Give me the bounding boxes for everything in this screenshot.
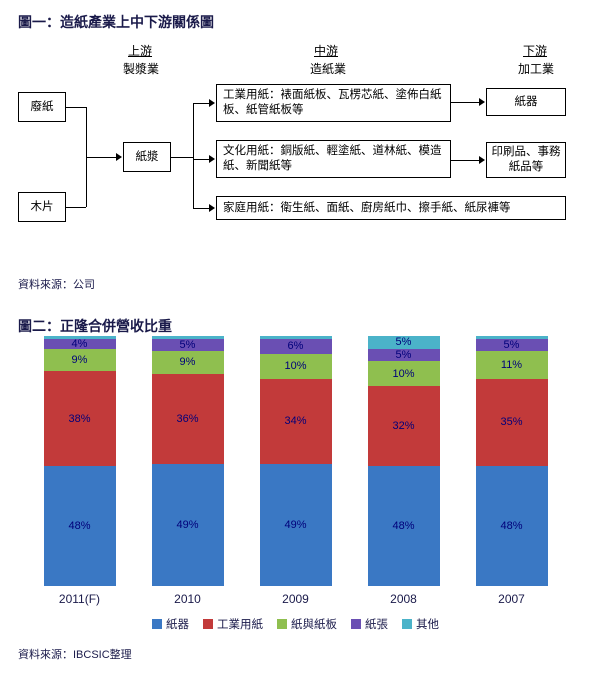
col-up-sub: 製漿業	[123, 60, 159, 77]
legend-item: 其他	[402, 616, 439, 632]
bar-segment: 6%	[260, 339, 332, 354]
legend-item: 紙張	[351, 616, 388, 632]
bar: 48% 32% 10% 5%5%	[368, 336, 440, 586]
bar-segment: 34%	[260, 379, 332, 464]
bar-segment	[260, 336, 332, 339]
bar-segment-label: 5%	[396, 336, 412, 348]
fig2-legend: 紙器 工業用紙 紙與紙板 紙張 其他	[18, 616, 573, 632]
bar-segment: 48%	[44, 466, 116, 586]
bar-segment: 9%	[44, 349, 116, 372]
bar-column: 48% 35% 11% 5% 2007	[472, 336, 552, 606]
bar: 49% 34% 10% 6%	[260, 336, 332, 586]
legend-label: 紙張	[365, 616, 388, 632]
legend-item: 紙與紙板	[277, 616, 337, 632]
bar-segment: 5%	[368, 349, 440, 362]
bar-segment: 36%	[152, 374, 224, 464]
bar-segment: 48%	[476, 466, 548, 586]
legend-swatch	[203, 619, 213, 629]
legend-item: 工業用紙	[203, 616, 263, 632]
bar-column: 48% 38% 9% 4% 2011(F)	[40, 336, 120, 606]
bar-segment-label: 34%	[284, 415, 306, 427]
bar-segment-label: 9%	[72, 354, 88, 366]
fig2-title: 圖二：正隆合併營收比重	[18, 316, 575, 336]
node-industrial: 工業用紙：裱面紙板、瓦楞芯紙、塗佈白紙板、紙管紙板等	[216, 84, 451, 122]
x-axis-label: 2009	[282, 592, 309, 606]
bar-segment: 49%	[260, 464, 332, 587]
bar-segment-label: 5%	[396, 349, 412, 361]
bar-segment: 49%	[152, 464, 224, 587]
node-wood: 木片	[18, 192, 66, 222]
fig2-source: 資料來源：IBCSIC整理	[18, 646, 575, 662]
node-print: 印刷品、事務紙品等	[486, 142, 566, 178]
bar-segment-label: 10%	[392, 368, 414, 380]
bar-segment-label: 11%	[501, 359, 522, 371]
node-container: 紙器	[486, 88, 566, 116]
bar-segment-label: 48%	[500, 520, 522, 532]
bar-column: 49% 36% 9% 5% 2010	[148, 336, 228, 606]
legend-label: 其他	[416, 616, 439, 632]
col-down-sub: 加工業	[518, 60, 554, 77]
node-home: 家庭用紙：衛生紙、面紙、廚房紙巾、擦手紙、紙尿褲等	[216, 196, 566, 220]
x-axis-label: 2010	[174, 592, 201, 606]
legend-item: 紙器	[152, 616, 189, 632]
fig1-title: 圖一：造紙產業上中下游關係圖	[18, 12, 575, 32]
bar: 49% 36% 9% 5%	[152, 336, 224, 586]
node-pulp: 紙漿	[123, 142, 171, 172]
col-down-head: 下游	[523, 42, 547, 59]
x-axis-label: 2007	[498, 592, 525, 606]
x-axis-label: 2011(F)	[59, 592, 100, 606]
bar-segment-label: 36%	[176, 413, 198, 425]
bar-segment-label: 9%	[180, 356, 196, 368]
legend-label: 紙與紙板	[291, 616, 337, 632]
bar-segment-label: 5%	[180, 339, 196, 351]
bar-segment-label: 6%	[288, 340, 304, 352]
bar-segment: 5%	[152, 339, 224, 352]
col-mid-head: 中游	[314, 42, 338, 59]
legend-label: 紙器	[166, 616, 189, 632]
x-axis-label: 2008	[390, 592, 417, 606]
bar-segment-label: 4%	[72, 338, 88, 350]
bar-segment-label: 38%	[68, 413, 90, 425]
legend-swatch	[351, 619, 361, 629]
col-up-head: 上游	[128, 42, 152, 59]
legend-swatch	[277, 619, 287, 629]
legend-swatch	[402, 619, 412, 629]
bar-segment-label: 49%	[284, 519, 306, 531]
bar-segment: 5%	[476, 339, 548, 352]
bar: 48% 35% 11% 5%	[476, 336, 548, 586]
bar-segment-label: 48%	[68, 520, 90, 532]
bar-segment-label: 10%	[284, 360, 306, 372]
bar-segment: 32%	[368, 386, 440, 466]
bar-segment: 38%	[44, 371, 116, 466]
bar-segment: 11%	[476, 351, 548, 379]
fig2-chart: 48%38%9%4%2011(F)49%36%9%5%201049%34%10%…	[18, 346, 573, 632]
bar-segment: 35%	[476, 379, 548, 467]
col-mid-sub: 造紙業	[310, 60, 346, 77]
bar-column: 49% 34% 10% 6% 2009	[256, 336, 336, 606]
legend-label: 工業用紙	[217, 616, 263, 632]
fig1-source: 資料來源：公司	[18, 276, 575, 292]
bar-segment-label: 48%	[392, 520, 414, 532]
bar-segment: 48%	[368, 466, 440, 586]
fig1-flowchart: 上游 製漿業 中游 造紙業 下游 加工業 廢紙 木片 紙漿 工業用紙：裱面紙板、…	[18, 42, 578, 262]
bar-segment-label: 32%	[392, 420, 414, 432]
node-waste: 廢紙	[18, 92, 66, 122]
legend-swatch	[152, 619, 162, 629]
node-cultural: 文化用紙：銅版紙、輕塗紙、道林紙、模造紙、新聞紙等	[216, 140, 451, 178]
bar: 48% 38% 9% 4%	[44, 336, 116, 586]
bar-segment-label: 5%	[504, 339, 520, 351]
bar-column: 48% 32% 10% 5%5% 2008	[364, 336, 444, 606]
bar-segment: 10%	[368, 361, 440, 386]
bar-segment: 9%	[152, 351, 224, 374]
bar-segment-label: 35%	[500, 416, 522, 428]
bar-segment-label: 49%	[176, 519, 198, 531]
bar-segment: 4%	[44, 339, 116, 349]
bar-segment: 10%	[260, 354, 332, 379]
bar-segment: 5%	[368, 336, 440, 349]
